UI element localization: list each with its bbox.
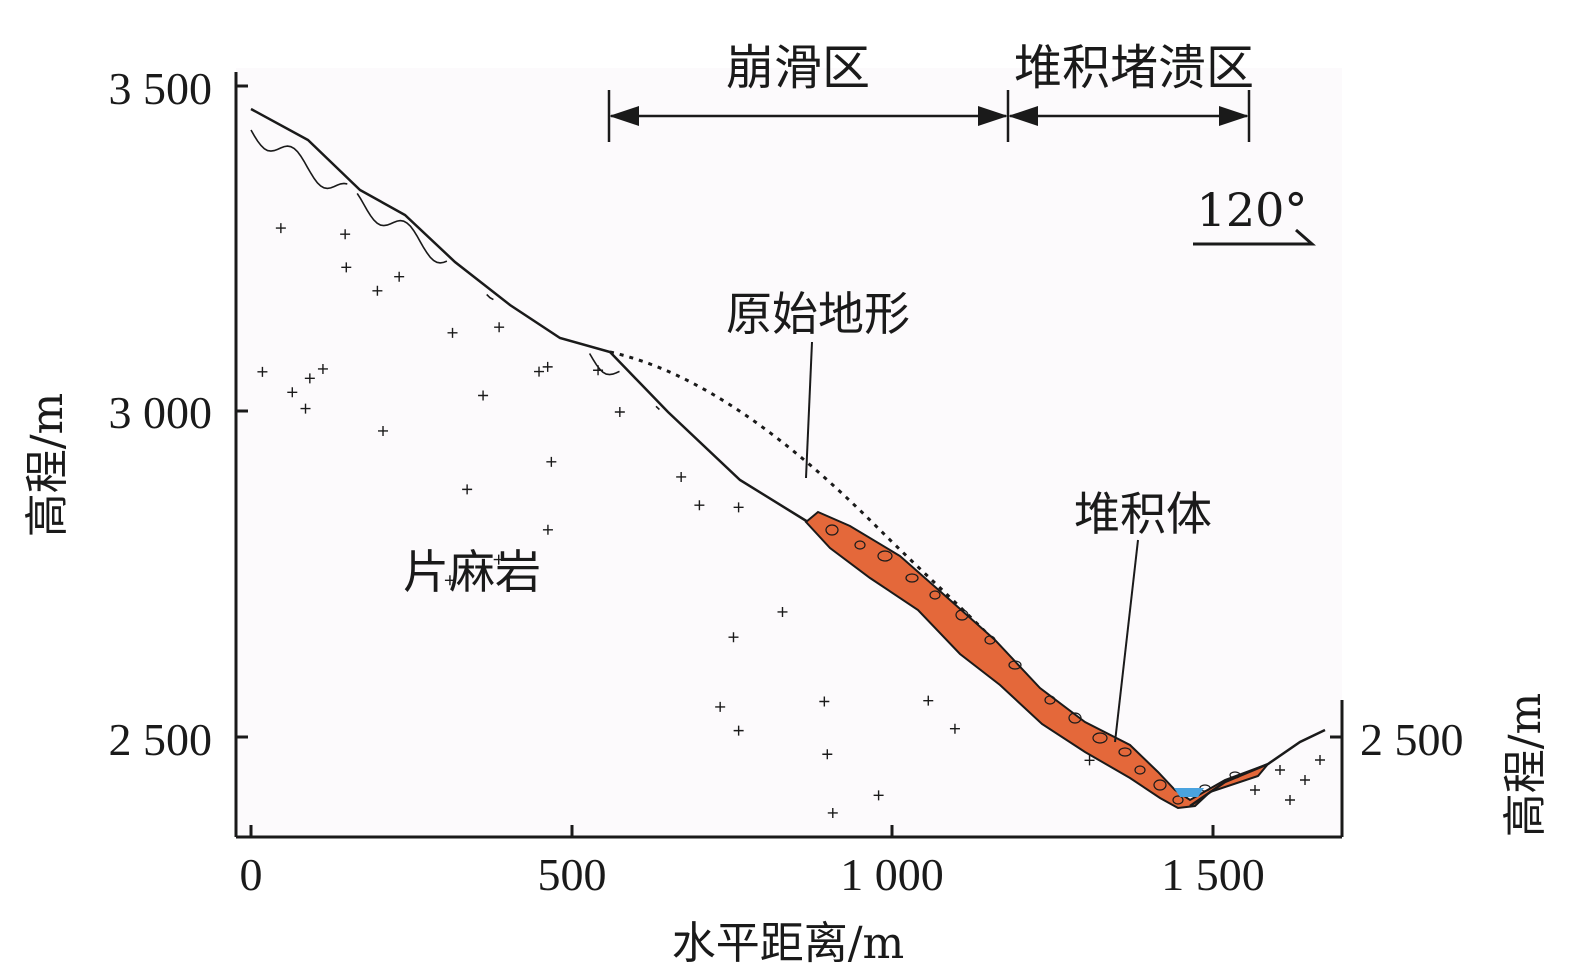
x-tick-label-1500: 1 500 <box>1161 849 1265 900</box>
deposit-clast <box>955 609 969 621</box>
plot-background <box>236 68 1342 837</box>
gneiss-cross-mark <box>819 696 830 707</box>
collapse-zone-label: 崩滑区 <box>726 40 870 96</box>
deposit-body-label: 堆积体 <box>1074 487 1212 541</box>
gneiss-cross-mark <box>493 554 504 565</box>
gneiss-cross-mark <box>304 373 315 384</box>
gneiss-cross-mark <box>257 366 268 377</box>
y-tick-label-3000: 3 000 <box>109 387 213 438</box>
gneiss-cross-mark <box>1285 795 1295 805</box>
deposit-clast <box>825 524 839 536</box>
gneiss-cross-mark <box>733 725 744 736</box>
deposit-clast <box>1044 695 1056 705</box>
gneiss-cross-mark <box>733 502 744 513</box>
x-tick-label-500: 500 <box>538 849 607 900</box>
original-terrain-line <box>609 350 1042 691</box>
gneiss-cross-mark <box>542 361 553 372</box>
original-terrain-label: 原始地形 <box>726 287 910 341</box>
zone-brackets <box>607 90 1251 142</box>
deposit-clast <box>854 540 866 550</box>
gneiss-cross-mark <box>542 524 553 535</box>
deposit-clast <box>1068 712 1082 724</box>
gneiss-cross-mark <box>1084 755 1095 766</box>
gneiss-cross-mark <box>949 723 960 734</box>
x-axis-title: 水平距离/m <box>672 918 905 969</box>
gneiss-cross-mark <box>676 471 687 482</box>
gneiss-cross-mark <box>275 223 286 234</box>
orientation-arrow <box>1193 228 1316 246</box>
water-body <box>1174 788 1204 797</box>
gneiss-cross-mark <box>444 575 455 586</box>
gneiss-cross-mark <box>822 749 833 760</box>
gneiss-cross-mark <box>372 285 383 296</box>
gneiss-cross-mark <box>1300 775 1310 785</box>
deposit-clast <box>905 573 919 583</box>
deposit-clast <box>877 550 893 562</box>
gneiss-cross-mark <box>494 322 505 333</box>
y-tick-label-2500: 2 500 <box>109 714 213 765</box>
deposit-body <box>804 510 1272 810</box>
deposit-clast <box>1172 795 1184 805</box>
current-ground-profile <box>250 107 809 524</box>
deposit-clast <box>1118 747 1132 757</box>
gneiss-cross-mark <box>300 403 311 414</box>
gneiss-cross-mark <box>1315 755 1325 765</box>
gneiss-foliation-texture <box>250 129 1325 818</box>
gneiss-cross-mark <box>462 484 473 495</box>
gneiss-cross-mark <box>827 807 838 818</box>
gneiss-cross-mark <box>378 425 389 436</box>
foliation-line <box>250 129 660 411</box>
gneiss-cross-mark <box>534 366 545 377</box>
gneiss-cross-mark <box>317 363 328 374</box>
gneiss-cross-mark <box>478 390 489 401</box>
gneiss-cross-mark <box>1250 785 1260 795</box>
x-tick-label-0: 0 <box>240 849 263 900</box>
gneiss-cross-mark <box>341 262 352 273</box>
right-valley-slope <box>1189 728 1326 808</box>
gneiss-cross-mark <box>447 327 458 338</box>
gneiss-cross-mark <box>715 701 726 712</box>
deposit-clast <box>1008 660 1022 670</box>
gneiss-cross-mark <box>873 790 884 801</box>
y-axis-title-left: 高程/m <box>22 393 73 538</box>
y-axis-title-right: 高程/m <box>1500 693 1551 838</box>
gneiss-cross-mark <box>777 606 788 617</box>
gneiss-label: 片麻岩 <box>403 545 541 599</box>
gneiss-cross-mark <box>340 229 351 240</box>
y-tick-label-3500: 3 500 <box>109 63 213 114</box>
original-terrain-leader <box>805 341 813 479</box>
gneiss-cross-mark <box>694 500 705 511</box>
gneiss-cross-mark <box>394 271 405 282</box>
deposit-clast <box>1134 765 1146 775</box>
deposit-block-zone-label: 堆积堵溃区 <box>1014 40 1254 96</box>
gneiss-cross-mark <box>1275 765 1285 775</box>
deposit-clasts <box>825 524 1241 805</box>
axes <box>234 72 1344 839</box>
deposit-clast <box>929 590 941 600</box>
gneiss-cross-mark <box>614 406 625 417</box>
gneiss-cross-mark <box>728 632 739 643</box>
gneiss-cross-mark <box>287 387 298 398</box>
deposit-clast <box>984 635 996 645</box>
deposit-clast <box>1153 779 1167 791</box>
orientation-label: 120° <box>1197 183 1308 237</box>
deposit-clast <box>1092 732 1108 744</box>
y-tick-label-right-2500: 2 500 <box>1360 714 1464 765</box>
gneiss-cross-mark <box>923 695 934 706</box>
gneiss-cross-mark <box>593 365 604 376</box>
deposit-body-leader <box>1114 539 1139 743</box>
x-tick-label-1000: 1 000 <box>840 849 944 900</box>
gneiss-cross-mark <box>546 456 557 467</box>
